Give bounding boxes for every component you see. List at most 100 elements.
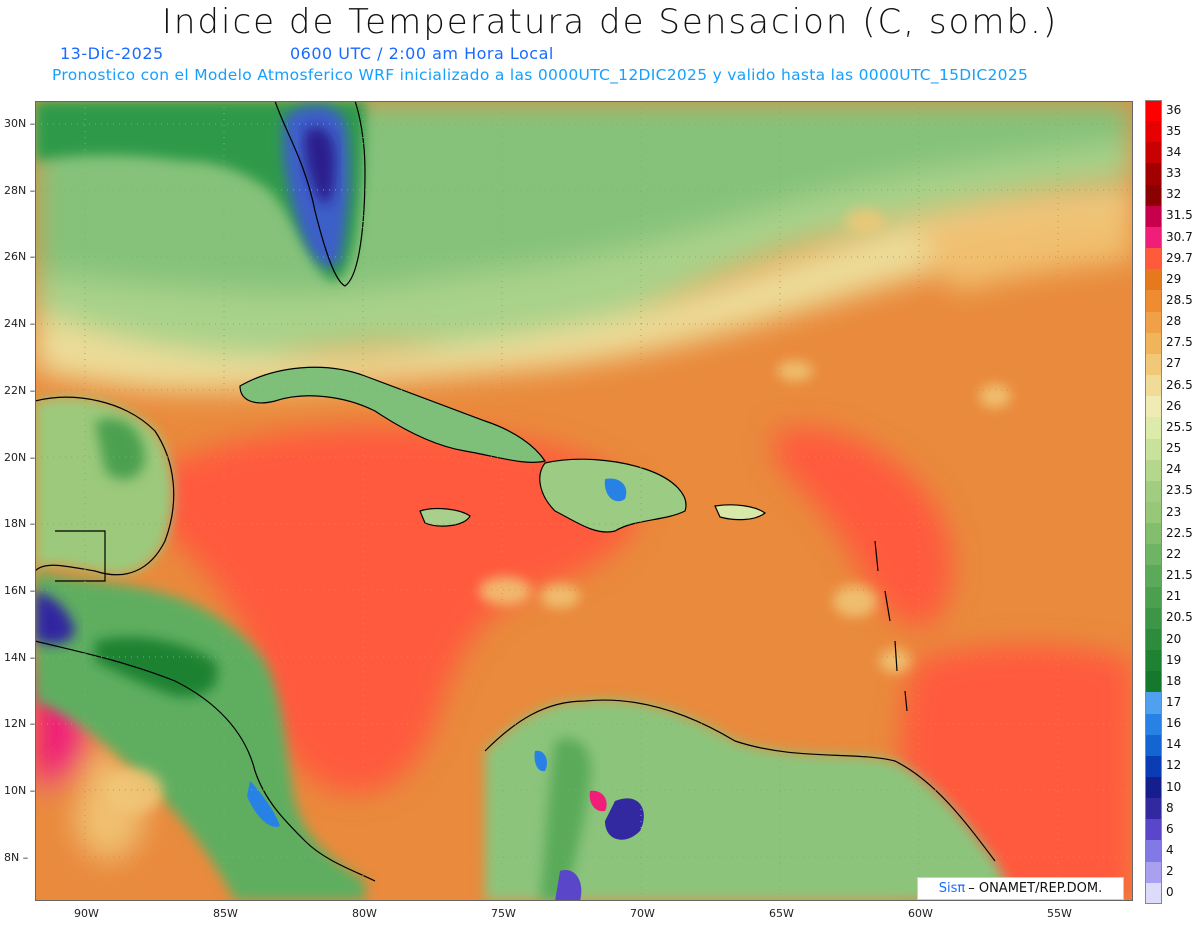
colorbar-swatch xyxy=(1145,184,1162,206)
colorbar-level-label: 28.5 xyxy=(1166,293,1193,307)
colorbar-swatch xyxy=(1145,607,1162,629)
colorbar-swatch xyxy=(1145,205,1162,227)
colorbar-swatch xyxy=(1145,734,1162,756)
colorbar-swatch xyxy=(1145,248,1162,270)
colorbar-level-label: 24 xyxy=(1166,462,1182,477)
colorbar-level-label: 26.5 xyxy=(1166,377,1193,392)
colorbar-level-label: 21 xyxy=(1166,589,1182,604)
sispi-logo: Sisπ xyxy=(938,881,966,896)
warm-patches xyxy=(107,209,1011,813)
lon-tick-label: 75W xyxy=(491,907,516,920)
lon-tick-label: 70W xyxy=(630,907,655,920)
lat-tick-label: 10N – xyxy=(4,784,36,797)
colorbar-level-label: 36 xyxy=(1166,102,1182,117)
colorbar-swatch xyxy=(1145,501,1162,524)
colorbar-level-label: 34 xyxy=(1166,144,1182,159)
colorbar-level-label: 17 xyxy=(1166,695,1182,709)
lon-tick-label: 85W xyxy=(213,907,238,920)
colorbar-swatch xyxy=(1145,121,1162,143)
colorbar-level-label: 18 xyxy=(1166,673,1182,688)
lat-tick-label: 18N – xyxy=(4,517,36,531)
colorbar-level-label: 29 xyxy=(1166,271,1182,286)
colorbar-swatch xyxy=(1145,332,1162,354)
heat-index-map xyxy=(35,101,1133,901)
lat-tick-label: 30N – xyxy=(4,117,36,130)
map-frame xyxy=(35,101,1133,901)
graticule xyxy=(35,101,1133,901)
colorbar-level-label: 2 xyxy=(1166,864,1174,879)
lon-tick-label: 60W xyxy=(908,907,933,920)
colorbar-level-label: 35 xyxy=(1166,123,1182,138)
colorbar-swatch xyxy=(1145,290,1162,312)
colorbar-swatch xyxy=(1145,713,1162,735)
colorbar-swatch xyxy=(1145,628,1162,651)
landmass-layer xyxy=(35,101,1015,901)
colorbar-swatch xyxy=(1145,565,1162,587)
colorbar-swatch xyxy=(1145,523,1162,545)
colorbar-level-label: 10 xyxy=(1166,779,1182,794)
colorbar-level-label: 29.7 xyxy=(1166,250,1193,265)
lat-tick-label: 8N – xyxy=(4,850,29,864)
colorbar-level-label: 20.5 xyxy=(1166,610,1193,625)
colorbar-level-label: 4 xyxy=(1166,843,1174,858)
colorbar-swatch xyxy=(1145,650,1162,672)
colorbar-swatch xyxy=(1145,396,1162,418)
lat-tick-label: 28N – xyxy=(4,183,36,197)
colorbar-swatch xyxy=(1145,755,1162,777)
credit-text: – ONAMET/REP.DOM. xyxy=(968,881,1103,896)
colorbar-swatch xyxy=(1145,353,1162,376)
colorbar-swatch xyxy=(1145,269,1162,291)
colorbar-level-label: 6 xyxy=(1166,821,1174,836)
colorbar-swatch xyxy=(1145,226,1162,249)
map-title: Indice de Temperatura de Sensacion (C, s… xyxy=(161,2,1059,42)
colorbar-swatch xyxy=(1145,417,1162,439)
lat-tick-label: 22N – xyxy=(4,383,36,397)
colorbar-level-label: 25.5 xyxy=(1166,419,1193,434)
colorbar-level-label: 12 xyxy=(1166,758,1182,773)
colorbar-swatch xyxy=(1145,544,1162,566)
colorbar-swatch xyxy=(1145,459,1162,481)
colorbar-swatch xyxy=(1145,375,1162,397)
colorbar-level-label: 0 xyxy=(1166,885,1174,900)
colorbar-level-label: 27.5 xyxy=(1166,335,1193,350)
colorbar-swatch xyxy=(1145,840,1162,862)
colorbar-swatch xyxy=(1145,861,1162,883)
colorbar-level-label: 20 xyxy=(1166,631,1182,646)
lon-tick-label: 55W xyxy=(1047,907,1072,920)
colorbar xyxy=(1145,100,1162,904)
forecast-date: 13-Dic-2025 xyxy=(60,44,164,63)
colorbar-level-label: 31.5 xyxy=(1166,208,1193,223)
lat-tick-label: 12N – xyxy=(4,717,36,731)
colorbar-level-label: 32 xyxy=(1166,187,1182,202)
colorbar-level-label: 8 xyxy=(1166,800,1174,815)
colorbar-level-label: 16 xyxy=(1166,716,1182,731)
colorbar-level-label: 25 xyxy=(1166,441,1182,456)
colorbar-level-label: 26 xyxy=(1166,398,1182,413)
colorbar-level-label: 23.5 xyxy=(1166,483,1193,498)
colorbar-swatch xyxy=(1145,692,1162,714)
colorbar-swatch xyxy=(1145,100,1162,122)
lon-tick-label: 90W xyxy=(74,907,99,920)
map-canvas xyxy=(35,101,1133,901)
lon-tick-label: 65W xyxy=(769,907,794,920)
colorbar-swatch xyxy=(1145,480,1162,502)
colorbar-swatch xyxy=(1145,671,1162,693)
colorbar-level-label: 30.7 xyxy=(1166,229,1193,244)
coastlines xyxy=(35,101,996,882)
lon-tick-label: 80W xyxy=(352,907,377,920)
model-info: Pronostico con el Modelo Atmosferico WRF… xyxy=(52,66,1029,84)
lat-tick-label: 24N – xyxy=(4,317,36,331)
lat-tick-label: 14N – xyxy=(4,650,36,664)
colorbar-level-label: 19 xyxy=(1166,652,1182,667)
credit-box: Sisπ – ONAMET/REP.DOM. xyxy=(917,877,1124,900)
colorbar-swatch xyxy=(1145,311,1162,333)
lat-tick-label: 26N – xyxy=(4,250,36,264)
colorbar-swatch xyxy=(1145,882,1162,904)
colorbar-swatch xyxy=(1145,798,1162,820)
colorbar-swatch xyxy=(1145,819,1162,841)
colorbar-swatch xyxy=(1145,777,1162,799)
colorbar-level-label: 14 xyxy=(1166,737,1182,752)
colorbar-swatch xyxy=(1145,142,1162,164)
colorbar-level-label: 28 xyxy=(1166,314,1182,329)
colorbar-swatch xyxy=(1145,163,1162,185)
